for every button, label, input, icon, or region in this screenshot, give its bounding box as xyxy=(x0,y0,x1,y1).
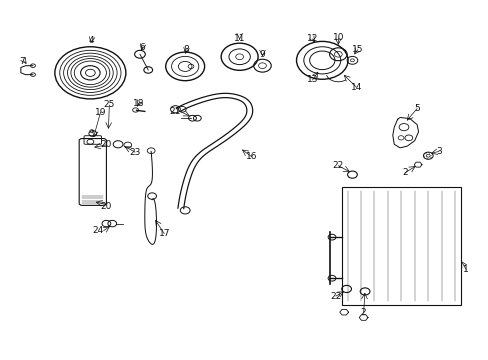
Text: 23: 23 xyxy=(129,148,141,157)
Text: 5: 5 xyxy=(413,104,419,113)
Text: 18: 18 xyxy=(133,99,144,108)
Text: 24: 24 xyxy=(92,226,103,235)
Text: 3: 3 xyxy=(435,147,441,156)
Text: 9: 9 xyxy=(259,50,265,59)
Text: 2: 2 xyxy=(360,309,366,318)
Text: 1: 1 xyxy=(463,265,468,274)
Text: 4: 4 xyxy=(88,36,94,45)
Text: 22: 22 xyxy=(329,292,341,301)
Text: 7: 7 xyxy=(19,57,25,66)
Text: 10: 10 xyxy=(332,33,344,42)
Text: 14: 14 xyxy=(350,83,361,92)
Text: 17: 17 xyxy=(158,229,170,238)
Text: 11: 11 xyxy=(233,35,245,44)
Text: 8: 8 xyxy=(183,45,189,54)
Text: 25: 25 xyxy=(103,100,115,109)
Text: 20: 20 xyxy=(100,202,111,211)
Text: 6: 6 xyxy=(139,42,145,51)
Text: 15: 15 xyxy=(351,45,363,54)
Text: 13: 13 xyxy=(306,76,318,85)
Text: 12: 12 xyxy=(306,35,318,44)
Bar xyxy=(341,187,460,305)
Text: 21: 21 xyxy=(168,107,180,116)
Text: 2: 2 xyxy=(401,168,407,177)
Text: 16: 16 xyxy=(245,152,257,161)
Text: 20: 20 xyxy=(100,140,111,149)
Text: 22: 22 xyxy=(332,161,343,170)
Text: 19: 19 xyxy=(95,108,106,117)
